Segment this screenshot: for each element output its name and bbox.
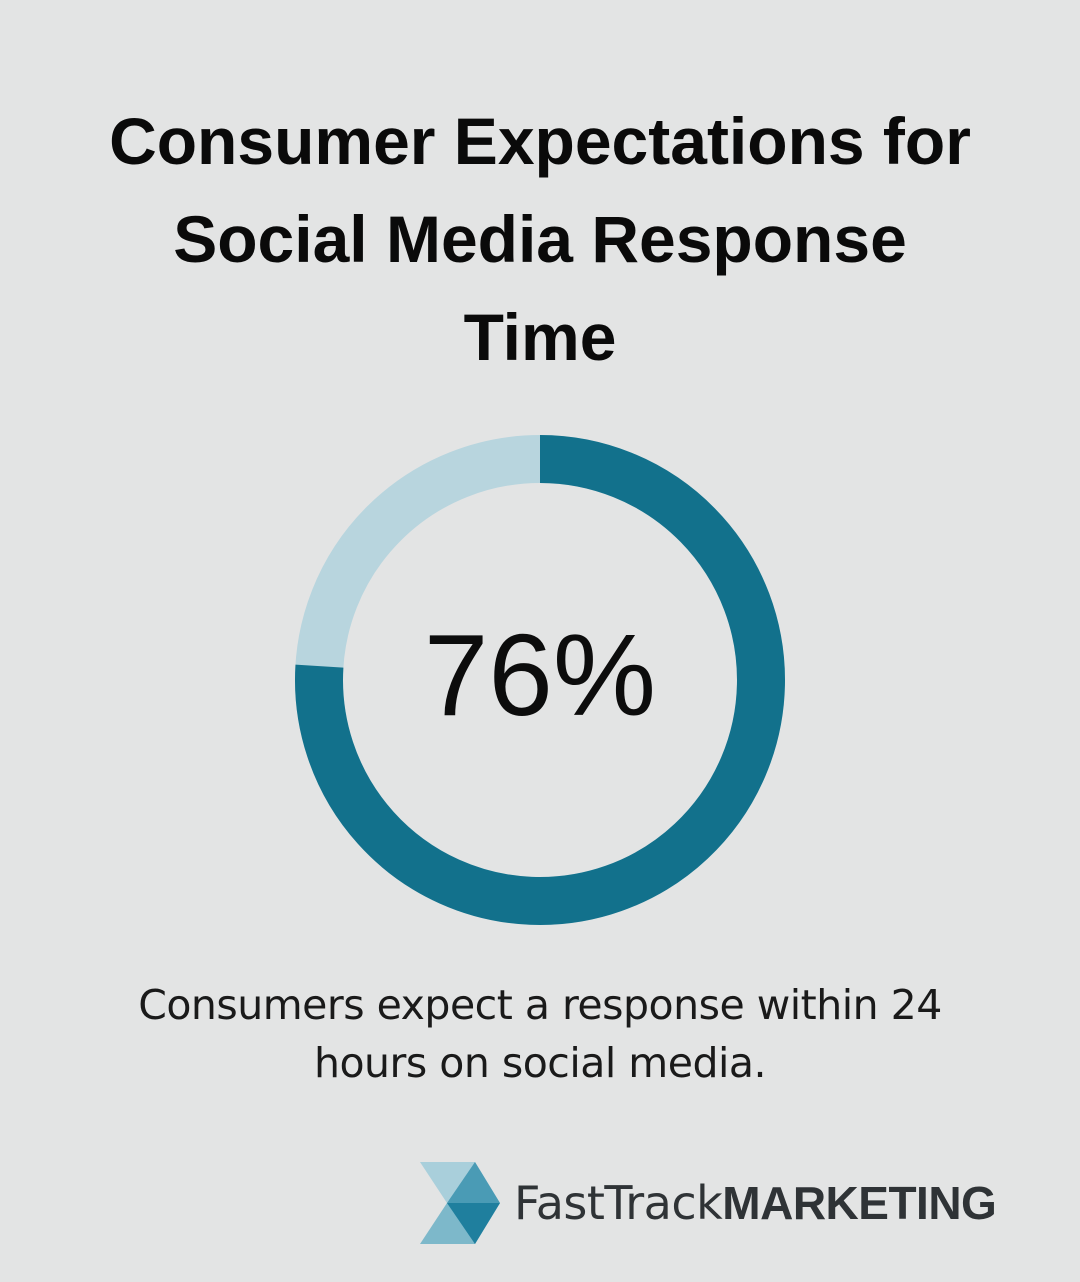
logo-mark-segment-4 <box>447 1202 500 1244</box>
logo-wordmark-part-2: MARKETING <box>722 1176 997 1229</box>
title-line-3: Time <box>463 300 617 374</box>
logo-wordmark-part-1: FastTrack <box>514 1175 723 1230</box>
caption: Consumers expect a response within 24 ho… <box>60 976 1020 1092</box>
caption-line-2: hours on social media. <box>313 1039 767 1087</box>
logo-mark-icon <box>420 1161 500 1244</box>
title-line-1: Consumer Expectations for <box>109 104 971 178</box>
page-title: Consumer Expectations for Social Media R… <box>40 92 1040 386</box>
logo-mark-segment-3 <box>447 1161 500 1203</box>
donut-center-value: 76% <box>423 610 657 740</box>
title-line-2: Social Media Response <box>173 202 907 276</box>
donut-chart <box>295 435 785 925</box>
donut-slice-value <box>295 435 785 925</box>
logo-wordmark: FastTrackMARKETING <box>514 1175 997 1230</box>
caption-line-1: Consumers expect a response within 24 <box>138 981 942 1029</box>
brand-logo: FastTrackMARKETING <box>420 1160 997 1245</box>
